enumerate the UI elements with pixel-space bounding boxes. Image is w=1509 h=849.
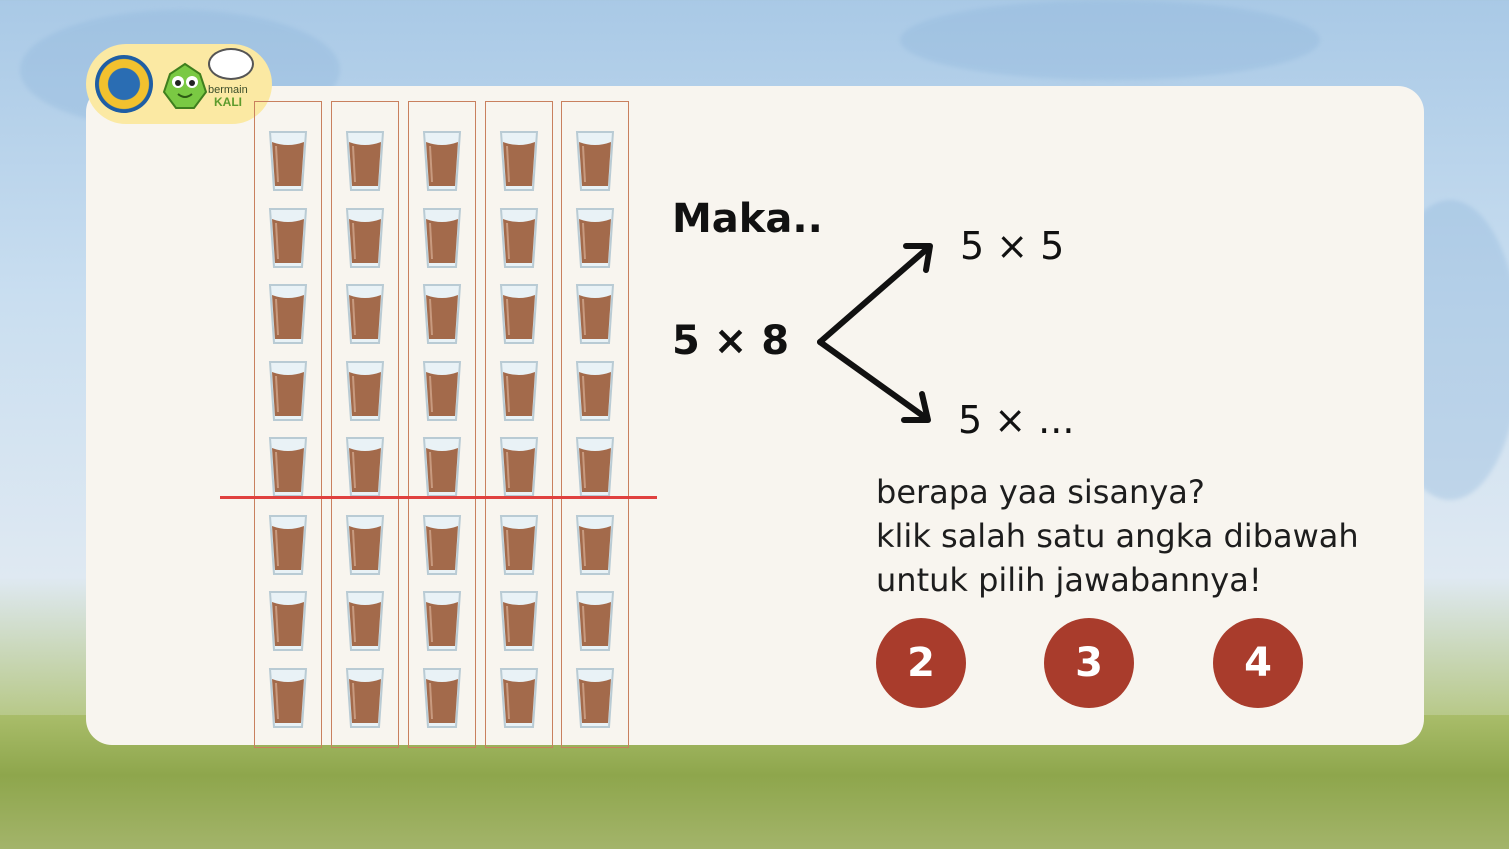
glass-icon	[422, 514, 462, 575]
glass-icon	[499, 131, 539, 191]
content-card	[86, 86, 1424, 745]
answer-button-2[interactable]: 2	[876, 618, 966, 708]
equation-main: 5 × 8	[672, 318, 790, 364]
glass-icon	[268, 131, 308, 191]
prompt-line-3: untuk pilih jawabannya!	[876, 561, 1262, 599]
brand-text-top: bermain	[208, 84, 248, 96]
mascot-icon	[162, 62, 208, 109]
glass-icon	[345, 207, 385, 268]
glass-icon	[575, 667, 615, 728]
glass-icon	[345, 514, 385, 575]
glass-icon	[499, 360, 539, 421]
glass-icon	[422, 360, 462, 421]
glass-icon	[345, 591, 385, 651]
glass-icon	[575, 131, 615, 191]
glass-icon	[345, 284, 385, 344]
glass-icon	[268, 591, 308, 651]
glass-icon	[422, 437, 462, 497]
question-prompt: berapa yaa sisanya? klik salah satu angk…	[876, 470, 1359, 602]
glass-icon	[422, 284, 462, 344]
answer-button-4[interactable]: 4	[1213, 618, 1303, 708]
glass-column	[254, 101, 322, 748]
glass-column	[408, 101, 476, 748]
glass-icon	[499, 514, 539, 575]
glass-icon	[575, 360, 615, 421]
glass-icon	[575, 437, 615, 497]
split-arrows-icon	[817, 243, 933, 423]
glass-icon	[499, 207, 539, 268]
glass-column	[561, 101, 629, 748]
glass-icon	[422, 207, 462, 268]
glass-icon	[268, 207, 308, 268]
glass-icon	[345, 667, 385, 728]
glass-icon	[268, 667, 308, 728]
split-line	[220, 496, 657, 499]
glass-icon	[499, 437, 539, 497]
glass-icon	[345, 360, 385, 421]
glass-icon	[268, 514, 308, 575]
glass-icon	[575, 591, 615, 651]
answer-button-3[interactable]: 3	[1044, 618, 1134, 708]
sky-cloud	[900, 0, 1320, 80]
glass-icon	[575, 284, 615, 344]
brand-text-bottom: KALI	[214, 95, 242, 109]
glass-icon	[268, 360, 308, 421]
glass-icon	[422, 131, 462, 191]
heading: Maka..	[672, 196, 823, 242]
equation-bottom: 5 × ...	[958, 398, 1075, 442]
glass-icon	[499, 591, 539, 651]
glass-icon	[422, 667, 462, 728]
glass-icon	[345, 437, 385, 497]
glass-icon	[575, 514, 615, 575]
glass-icon	[499, 284, 539, 344]
glass-icon	[575, 207, 615, 268]
glass-icon	[268, 284, 308, 344]
prompt-line-1: berapa yaa sisanya?	[876, 473, 1205, 511]
glass-icon	[422, 591, 462, 651]
prompt-line-2: klik salah satu angka dibawah	[876, 517, 1359, 555]
glass-icon	[499, 667, 539, 728]
equation-top: 5 × 5	[960, 224, 1065, 268]
thought-bubble-icon	[208, 48, 254, 80]
glass-icon	[345, 131, 385, 191]
glass-icon	[268, 437, 308, 497]
glass-column	[485, 101, 553, 748]
glass-column	[331, 101, 399, 748]
ministry-seal-icon	[95, 55, 153, 113]
brand-name: bermain KALI	[208, 84, 248, 108]
